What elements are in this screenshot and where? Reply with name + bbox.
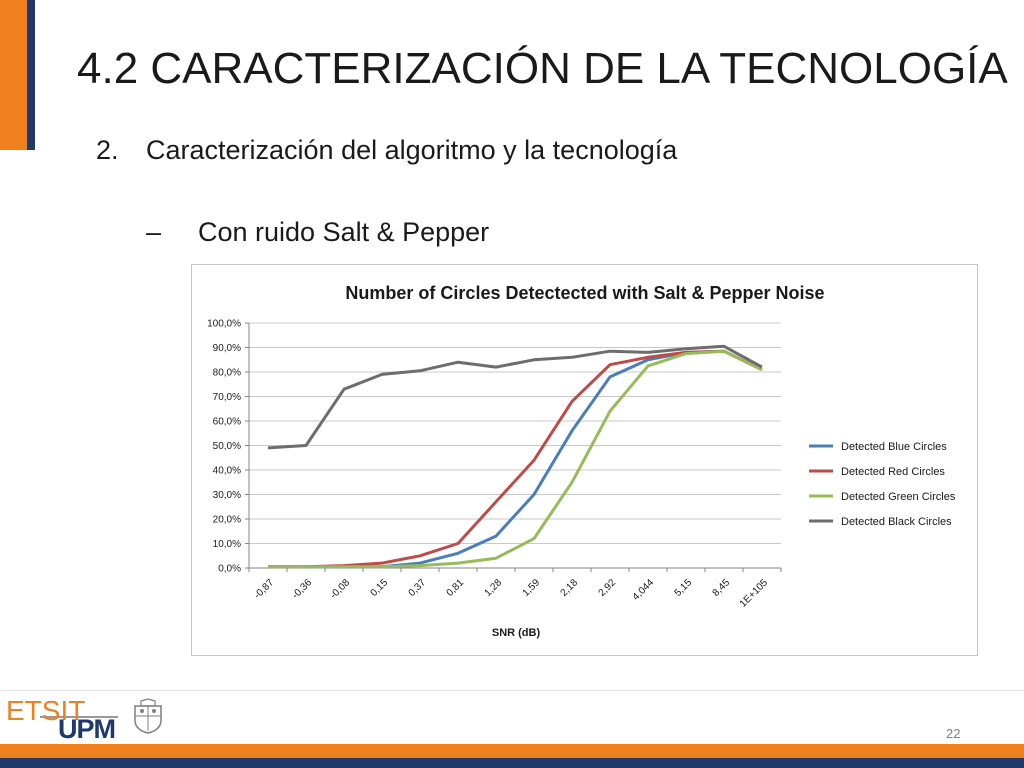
navy-accent-bar	[27, 0, 35, 150]
y-tick-label: 40,0%	[213, 466, 241, 477]
y-tick-label: 100,0%	[207, 319, 241, 330]
legend-label: Detected Green Circles	[841, 491, 956, 503]
page-number: 22	[946, 726, 961, 741]
x-tick-label: 2,92	[597, 577, 619, 599]
y-axis-ticks: 0,0% 10,0% 20,0% 30,0% 40,0% 50,0% 60,0% 70,0% 8…	[207, 319, 249, 575]
x-tick-label: 0,81	[445, 577, 467, 599]
x-axis-label: SNR (dB)	[492, 627, 541, 639]
x-tick-label: 0,37	[407, 577, 429, 599]
footer-divider	[0, 690, 1024, 691]
y-tick-label: 90,0%	[213, 343, 241, 354]
x-axis-ticks: -0,87 -0,36 -0,08 0,15 0,37 0,81 1,28 1,59 2,18 2…	[248, 568, 782, 610]
y-tick-label: 70,0%	[213, 392, 241, 403]
footer-orange-bar	[0, 744, 1024, 758]
university-crest-icon	[134, 698, 162, 734]
series-line	[268, 349, 763, 569]
legend-label: Detected Red Circles	[841, 466, 945, 478]
slide-title: 4.2 CARACTERIZACIÓN DE LA TECNOLOGÍA	[77, 44, 1008, 93]
footer-navy-bar	[0, 758, 1024, 768]
y-tick-label: 60,0%	[213, 417, 241, 428]
x-tick-label: 4,044	[631, 577, 657, 603]
x-tick-label: 1E+105	[738, 577, 771, 610]
x-tick-label: 1,59	[521, 577, 543, 599]
bullet-text-1: Caracterización del algoritmo y la tecno…	[146, 135, 678, 165]
y-tick-label: 10,0%	[213, 539, 241, 550]
y-tick-label: 0,0%	[218, 564, 241, 575]
x-tick-label: -0,36	[290, 577, 314, 601]
line-chart: Number of Circles Detectected with Salt …	[207, 283, 956, 639]
gridlines	[248, 322, 781, 569]
series-line	[267, 344, 763, 450]
series-line	[268, 349, 763, 569]
bullet-text-2: Con ruido Salt & Pepper	[198, 217, 490, 247]
chart-legend: Detected Blue Circles Detected Red Circle…	[809, 441, 956, 528]
x-tick-label: 0,15	[369, 577, 391, 599]
x-tick-label: 1,28	[483, 577, 505, 599]
legend-label: Detected Blue Circles	[841, 441, 947, 453]
y-tick-label: 50,0%	[213, 441, 241, 452]
y-tick-label: 80,0%	[213, 368, 241, 379]
x-tick-label: -0,08	[328, 577, 352, 601]
legend-label: Detected Black Circles	[841, 516, 952, 528]
logo-tagline-line	[40, 716, 118, 718]
y-tick-label: 20,0%	[213, 515, 241, 526]
chart-title: Number of Circles Detectected with Salt …	[345, 283, 824, 303]
series-lines	[267, 344, 763, 569]
x-tick-label: 2,18	[559, 577, 581, 599]
y-tick-label: 30,0%	[213, 490, 241, 501]
chart-frame: Number of Circles Detectected with Salt …	[191, 264, 978, 656]
etsit-logo: ETSIT	[6, 695, 86, 726]
upm-logo: UPM	[58, 714, 116, 744]
x-tick-label: -0,87	[252, 577, 276, 601]
bullet-number: 2.	[96, 135, 119, 165]
x-tick-label: 8,45	[711, 577, 733, 599]
sub-bullet-dash: –	[146, 217, 162, 247]
series-line	[268, 349, 763, 569]
x-tick-label: 5,15	[673, 577, 695, 599]
orange-accent-bar	[0, 0, 27, 150]
